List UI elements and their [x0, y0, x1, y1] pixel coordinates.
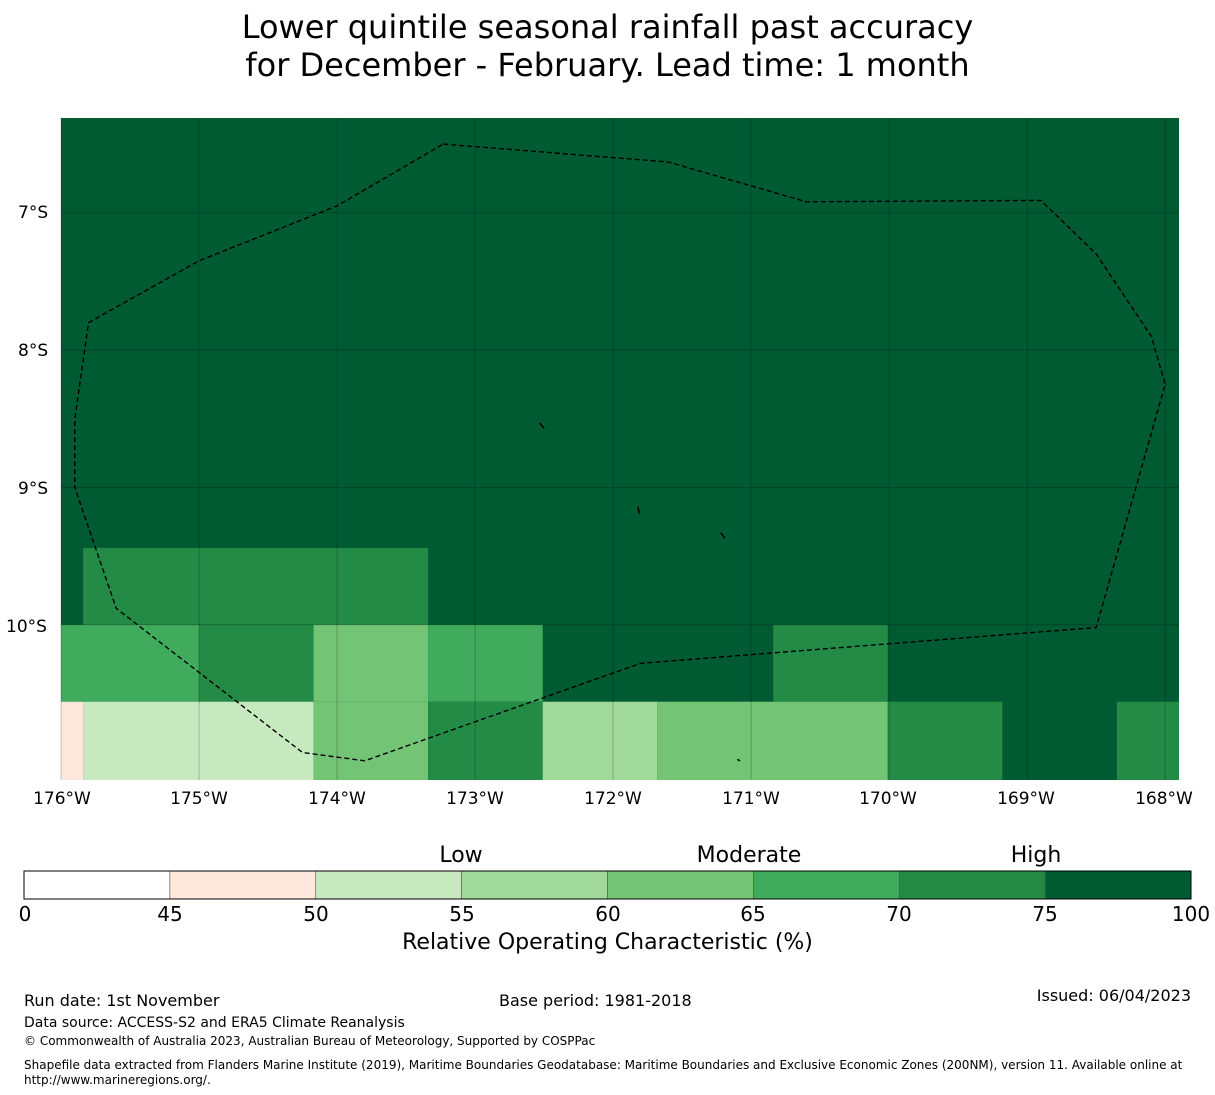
cb-tick-60: 60 [595, 902, 621, 926]
shapefile-credit-1: Shapefile data extracted from Flanders M… [24, 1058, 1183, 1072]
cb-tick-55: 55 [449, 902, 475, 926]
colorbar-segment-c55_60 [461, 870, 608, 900]
cb-tick-45: 45 [157, 902, 183, 926]
skill-cell-7 [83, 701, 314, 780]
lat-label-10s: 10°S [6, 617, 47, 637]
colorbar-segment-c0_45 [23, 870, 171, 900]
cb-tick-0: 0 [18, 902, 32, 926]
colorbar-segment-c50_55 [315, 870, 462, 900]
shapefile-credit-2: http://www.marineregions.org/. [24, 1073, 211, 1087]
data-source: Data source: ACCESS-S2 and ERA5 Climate … [24, 1015, 405, 1031]
category-high: High [1010, 843, 1062, 868]
cb-tick-70: 70 [886, 902, 912, 926]
lon-label-174w: 174°W [308, 789, 366, 809]
lon-label-173w: 173°W [446, 789, 504, 809]
skill-cell-2 [199, 624, 314, 702]
skill-cell-3 [313, 624, 429, 702]
island-2 [720, 532, 726, 539]
cb-tick-50: 50 [303, 902, 329, 926]
base-period: Base period: 1981-2018 [499, 991, 692, 1010]
copyright: © Commonwealth of Australia 2023, Austra… [24, 1034, 596, 1048]
skill-cell-10 [542, 701, 658, 780]
colorbar-segment-c75_100 [1044, 870, 1192, 900]
lat-label-7s: 7°S [18, 203, 49, 223]
lon-label-176w: 176°W [33, 789, 91, 809]
skill-cell-9 [428, 701, 543, 780]
lat-label-9s: 9°S [18, 479, 49, 499]
lon-label-172w: 172°W [584, 789, 642, 809]
skill-cell-0 [83, 547, 429, 625]
cb-tick-100: 100 [1171, 902, 1211, 926]
colorbar-segment-c65_70 [753, 870, 900, 900]
lat-label-8s: 8°S [18, 341, 49, 361]
island-0 [539, 422, 545, 429]
cb-tick-65: 65 [740, 902, 766, 926]
colorbar-frame [23, 870, 1192, 900]
colorbar-segment-c45_50 [169, 870, 317, 900]
lon-label-175w: 175°W [170, 789, 228, 809]
category-moderate: Moderate [696, 843, 802, 868]
lon-label-170w: 170°W [859, 789, 917, 809]
lon-label-168w: 168°W [1135, 789, 1193, 809]
skill-cell-6 [61, 701, 84, 780]
island-3 [736, 758, 741, 762]
colorbar [23, 870, 1192, 900]
cb-tick-75: 75 [1032, 902, 1058, 926]
island-1 [637, 506, 641, 514]
skill-cell-1 [61, 624, 200, 702]
category-low: Low [439, 843, 483, 868]
run-date: Run date: 1st November [24, 991, 220, 1010]
colorbar-title: Relative Operating Characteristic (%) [402, 930, 813, 955]
skill-cell-12 [887, 701, 1003, 780]
map-title-line-2: for December - February. Lead time: 1 mo… [245, 46, 970, 84]
skill-cell-13 [1116, 701, 1179, 780]
skill-cell-4 [428, 624, 543, 702]
colorbar-segment-c70_75 [898, 870, 1046, 900]
map-area [60, 118, 1179, 780]
lon-label-169w: 169°W [997, 789, 1055, 809]
map-title-line-1: Lower quintile seasonal rainfall past ac… [241, 8, 974, 46]
skill-cell-8 [313, 701, 429, 780]
issued-date: Issued: 06/04/2023 [1036, 986, 1191, 1005]
colorbar-segment-c60_65 [607, 870, 754, 900]
skill-cell-11 [657, 701, 888, 780]
skill-cell-5 [773, 624, 888, 702]
lon-label-171w: 171°W [722, 789, 780, 809]
eez-boundary [74, 143, 1166, 762]
